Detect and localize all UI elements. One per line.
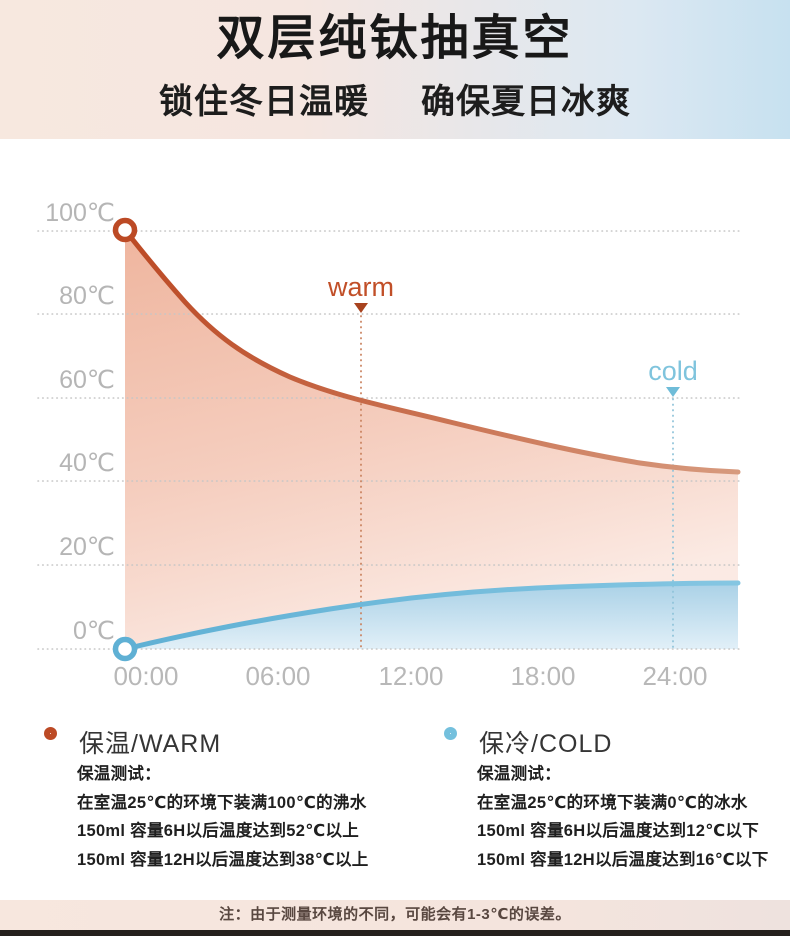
x-tick-1200: 12:00	[378, 661, 443, 691]
warm-annotation-arrow-icon	[354, 303, 368, 313]
temperature-chart: warm cold 100℃ 80℃ 60℃ 40℃ 20℃ 0℃ 00:00 …	[0, 139, 790, 709]
warm-test-block: 保温测试： 在室温25℃的环境下装满100℃的沸水 150ml 容量6H以后温度…	[77, 760, 437, 874]
y-tick-0: 0℃	[73, 617, 115, 645]
x-tick-0600: 06:00	[245, 661, 310, 691]
cold-test-line-1: 在室温25℃的环境下装满0℃的冰水	[477, 793, 748, 812]
cold-start-marker	[112, 636, 138, 662]
y-tick-100: 100℃	[45, 199, 115, 227]
warm-test-line-3: 150ml 容量12H以后温度达到38℃以上	[77, 850, 369, 869]
warm-test-heading: 保温测试：	[77, 765, 161, 783]
warm-test-line-1: 在室温25℃的环境下装满100℃的沸水	[77, 793, 367, 812]
header-banner: 双层纯钛抽真空 锁住冬日温暖 确保夏日冰爽	[0, 0, 790, 139]
warm-annotation-label: warm	[327, 272, 394, 302]
bottom-divider-bar	[0, 930, 790, 936]
cold-curve	[122, 580, 741, 652]
cold-test-line-3: 150ml 容量12H以后温度达到16℃以下	[477, 850, 769, 869]
warm-curve	[122, 227, 741, 475]
x-tick-2400: 24:00	[642, 661, 707, 691]
warm-start-marker	[112, 217, 138, 243]
cold-annotation-arrow-icon	[666, 387, 680, 397]
cold-test-block: 保温测试： 在室温25℃的环境下装满0℃的冰水 150ml 容量6H以后温度达到…	[477, 760, 790, 874]
disclaimer-note: 注：由于测量环境的不同，可能会有1-3℃的误差。	[0, 900, 790, 930]
warm-area-fill	[125, 230, 738, 649]
y-tick-80: 80℃	[59, 282, 115, 310]
cold-legend-ring-icon	[444, 727, 457, 740]
chart-svg: warm cold 100℃ 80℃ 60℃ 40℃ 20℃ 0℃ 00:00 …	[37, 199, 741, 691]
x-axis-labels: 00:00 06:00 12:00 18:00 24:00	[113, 661, 707, 691]
page-title: 双层纯钛抽真空	[216, 12, 574, 65]
y-axis-labels: 100℃ 80℃ 60℃ 40℃ 20℃ 0℃	[45, 199, 115, 645]
y-tick-20: 20℃	[59, 533, 115, 561]
cold-annotation-label: cold	[648, 356, 698, 386]
warm-legend-ring-icon	[44, 727, 57, 740]
subtitle-right: 确保夏日冰爽	[421, 82, 631, 121]
y-tick-60: 60℃	[59, 366, 115, 394]
warm-legend-title: 保温/WARM	[79, 730, 222, 758]
x-tick-0000: 00:00	[113, 661, 178, 691]
x-tick-1800: 18:00	[510, 661, 575, 691]
cold-area-fill	[125, 583, 738, 649]
subtitle-left: 锁住冬日温暖	[159, 82, 369, 121]
cold-test-heading: 保温测试：	[477, 765, 561, 783]
cold-legend-title: 保冷/COLD	[479, 730, 613, 758]
gridlines	[37, 230, 741, 650]
warm-test-line-2: 150ml 容量6H以后温度达到52℃以上	[77, 822, 360, 840]
cold-test-line-2: 150ml 容量6H以后温度达到12℃以下	[477, 822, 760, 840]
page-subtitle: 锁住冬日温暖 确保夏日冰爽	[0, 74, 790, 123]
y-tick-40: 40℃	[59, 449, 115, 477]
